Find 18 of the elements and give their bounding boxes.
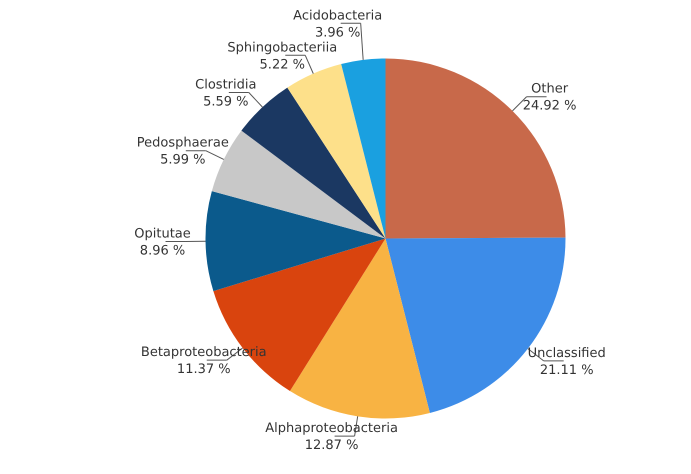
slice-label: Acidobacteria — [293, 8, 382, 24]
data-label: 5.59 % — [203, 94, 249, 110]
slice-label: Pedosphaerae — [136, 136, 229, 151]
data-label: 5.99 % — [160, 152, 206, 168]
data-label: 11.37 % — [176, 362, 231, 378]
slice-label: Clostridia — [195, 78, 256, 92]
slice-label: Other — [531, 82, 569, 97]
pie-slice — [290, 238, 430, 418]
data-label: 21.11 % — [540, 362, 594, 378]
data-label: 8.96 % — [140, 244, 186, 259]
slice-label: Opitutae — [134, 226, 191, 242]
data-label: 5.22 % — [260, 57, 305, 72]
slice-label: Sphingobacteriia — [227, 40, 338, 56]
data-label: 12.87 % — [304, 438, 358, 454]
data-label: 3.96 % — [314, 25, 360, 40]
pie-slice — [206, 191, 386, 292]
data-label: 24.92 % — [522, 98, 576, 114]
pie-slice — [341, 58, 386, 238]
